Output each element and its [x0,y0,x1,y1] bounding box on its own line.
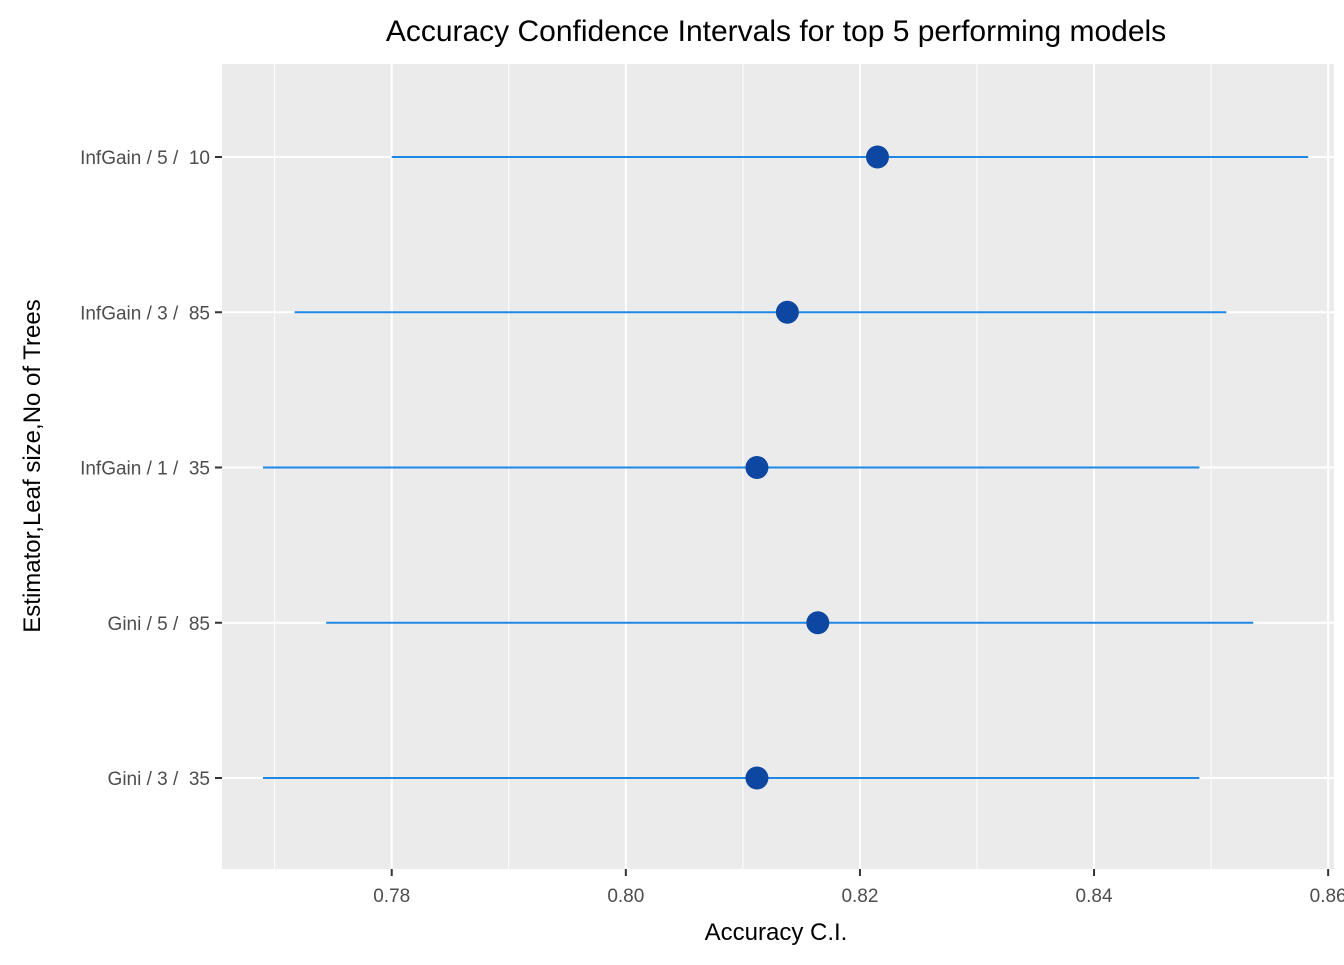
x-tick-label: 0.86 [1310,886,1344,907]
y-axis-ticks: InfGain / 5 / 10 InfGain / 3 / 85 InfGain … [80,148,222,790]
x-tick-label: 0.80 [607,886,644,907]
y-axis-title: Estimator,Leaf size,No of Trees [19,299,46,632]
x-axis-ticks: 0.78 0.80 0.82 0.84 0.86 [373,869,1344,907]
estimate-point [806,611,830,635]
x-tick-label: 0.78 [373,886,410,907]
estimate-point [745,766,769,790]
x-axis-title: Accuracy C.I. [705,919,848,946]
y-tick-label: Gini / 5 / 85 [108,614,210,635]
estimate-point [775,300,799,324]
y-tick-label: InfGain / 1 / 35 [80,459,210,480]
y-tick-label: InfGain / 5 / 10 [80,148,210,169]
x-tick-label: 0.84 [1076,886,1113,907]
y-tick-label: InfGain / 3 / 85 [80,303,210,324]
estimate-point [865,145,889,169]
y-tick-label: Gini / 3 / 35 [108,769,210,790]
x-tick-label: 0.82 [841,886,878,907]
interval-lines [262,156,1309,779]
estimate-points [745,145,889,790]
estimate-point [745,456,769,479]
chart-title: Accuracy Confidence Intervals for top 5 … [386,15,1166,48]
